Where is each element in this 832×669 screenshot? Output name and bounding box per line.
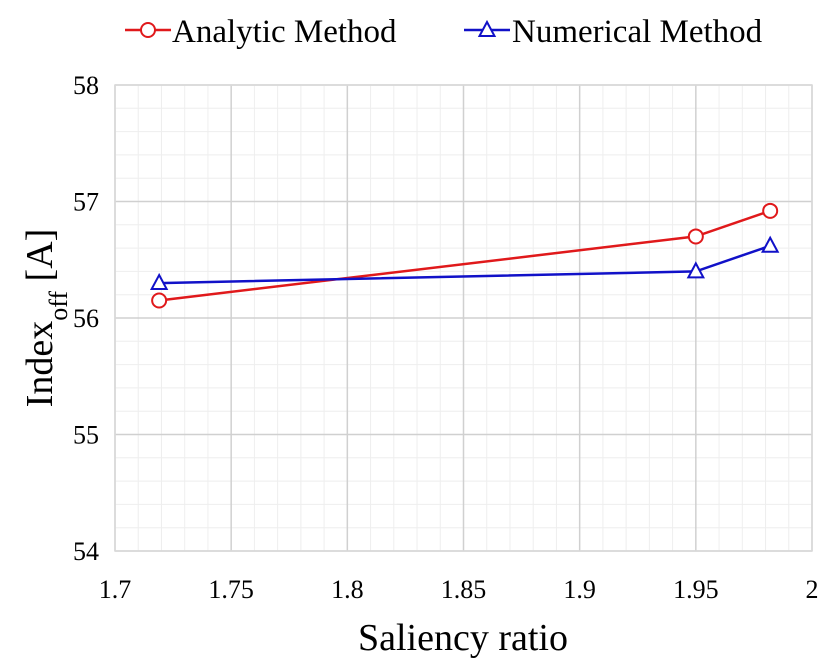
- data-point-numerical-method: [686, 261, 706, 279]
- legend-label-analytic-method: Analytic Method: [172, 14, 397, 50]
- y-axis-title: Indexoff [A]: [19, 229, 73, 408]
- data-point-analytic-method: [762, 202, 779, 219]
- data-point-analytic-method: [687, 228, 704, 245]
- y-tick-label: 55: [73, 421, 99, 450]
- y-axis-title-unit: [A]: [19, 229, 61, 291]
- x-tick-label: 1.7: [99, 575, 132, 604]
- x-tick-label: 1.75: [208, 575, 254, 604]
- legend-marker-numerical-method: [477, 19, 497, 37]
- data-point-analytic-method: [151, 292, 168, 309]
- series-line-analytic-method: [158, 209, 771, 302]
- x-tick-label: 1.95: [673, 575, 719, 604]
- y-tick-label: 56: [73, 304, 99, 333]
- y-tick-label: 58: [73, 71, 99, 100]
- y-tick-label: 57: [73, 188, 99, 217]
- y-axis-title-subscript: off: [44, 291, 73, 321]
- x-tick-label: 1.85: [441, 575, 487, 604]
- x-tick-label: 1.8: [331, 575, 364, 604]
- plot-area-frame: [114, 84, 813, 552]
- series-layer: [149, 202, 780, 309]
- data-point-numerical-method: [149, 272, 169, 291]
- x-axis-title: Saliency ratio: [358, 617, 568, 659]
- y-axis-title-main: Index: [19, 321, 61, 408]
- data-point-numerical-method: [761, 235, 780, 253]
- legend-label-numerical-method: Numerical Method: [512, 14, 763, 50]
- y-tick-label: 54: [73, 537, 99, 566]
- x-tick-label: 2: [806, 575, 819, 604]
- x-tick-label: 1.9: [563, 575, 596, 604]
- y-axis-tick-labels: 54 55 56 57 58: [73, 71, 99, 566]
- legend: Analytic Method Numerical Method: [125, 14, 763, 50]
- x-axis-tick-labels: 1.7 1.75 1.8 1.85 1.9 1.95 2: [99, 575, 819, 604]
- legend-marker-analytic-method: [140, 22, 156, 38]
